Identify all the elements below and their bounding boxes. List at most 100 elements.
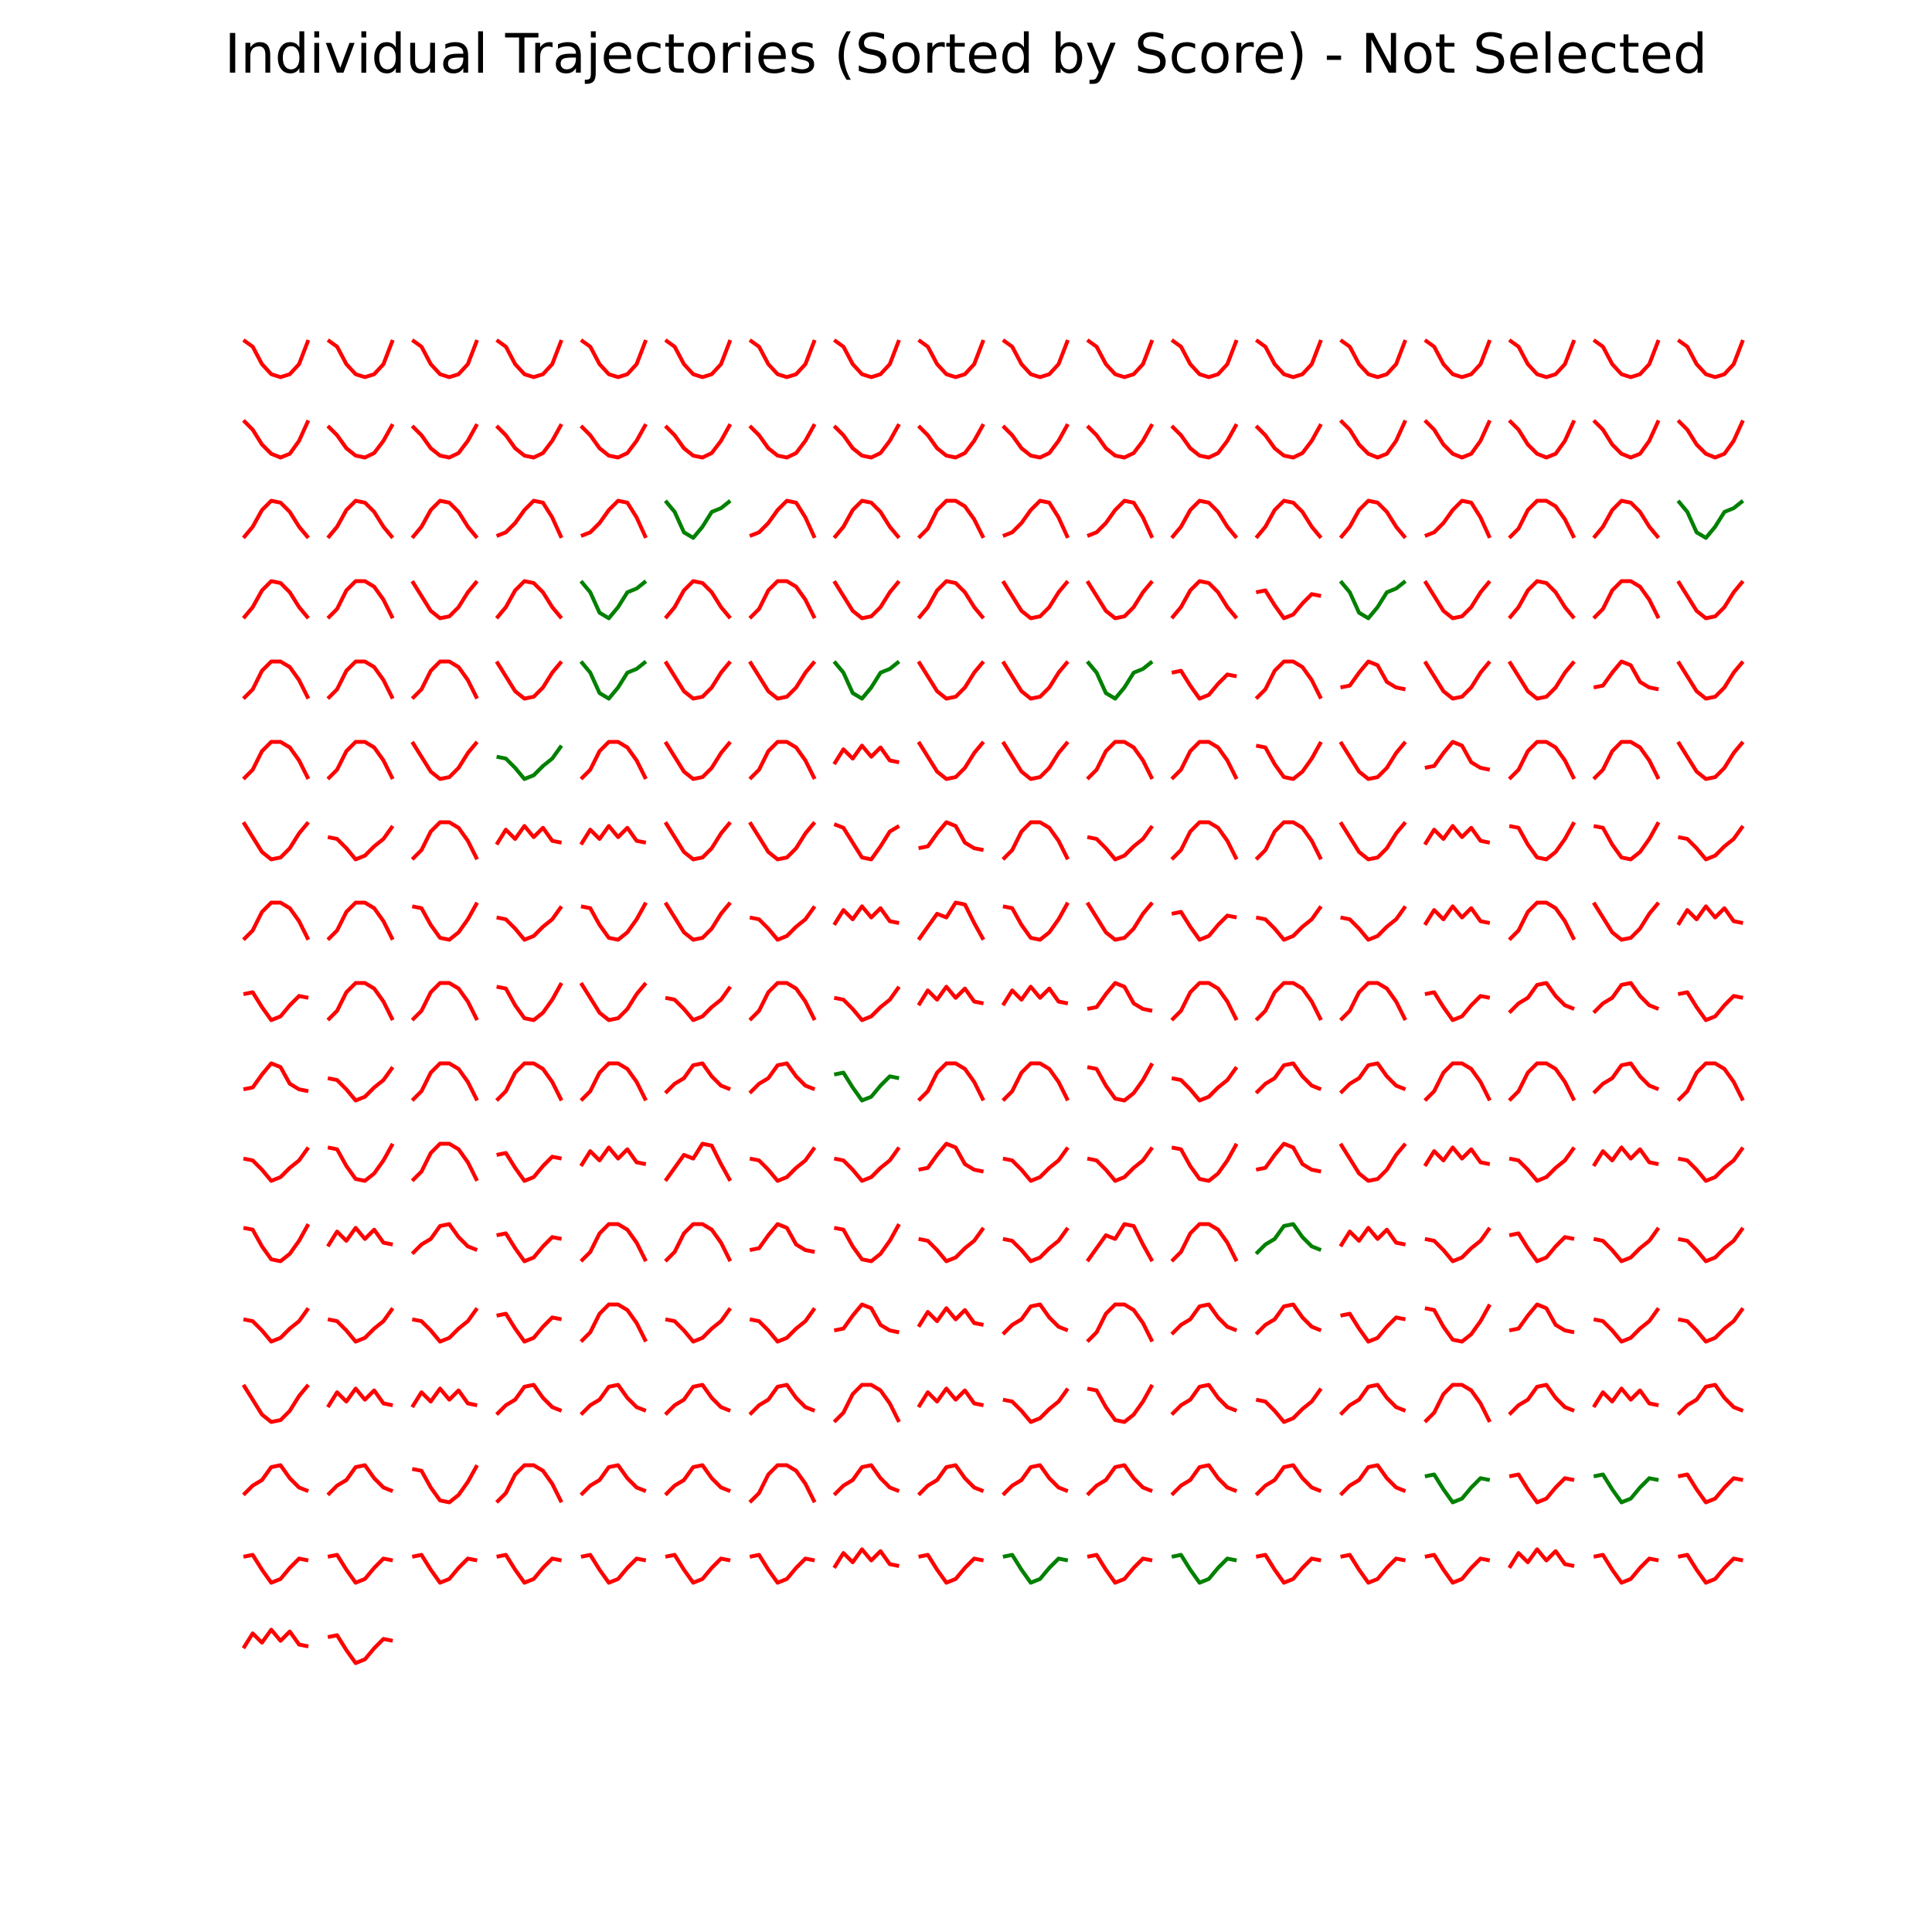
trajectory-line-258: [664, 1463, 731, 1497]
trajectory-line-195: [1423, 1145, 1491, 1168]
trajectory-line-16: [1508, 338, 1577, 379]
trajectory-line-81: [917, 660, 985, 701]
trajectory-line-21: [410, 423, 479, 460]
trajectory-line-178: [1508, 1061, 1577, 1102]
trajectory-line-27: [917, 423, 985, 460]
trajectory-line-277: [749, 1553, 815, 1585]
trajectory-line-162: [1677, 990, 1743, 1022]
trajectory-line-29: [1086, 423, 1155, 460]
trajectory-line-168: [664, 1061, 731, 1095]
trajectory-line-26: [832, 423, 901, 460]
trajectory-line-9: [917, 338, 985, 379]
trajectory-line-40: [495, 498, 563, 539]
trajectory-line-47: [1087, 498, 1155, 539]
trajectory-line-218: [327, 1307, 395, 1344]
trajectory-line-180: [1676, 1061, 1745, 1102]
trajectory-line-43: [749, 498, 817, 539]
trajectory-line-110: [327, 825, 395, 862]
trajectory-line-287: [1593, 1553, 1659, 1585]
trajectory-line-95: [580, 740, 648, 781]
trajectory-line-275: [580, 1553, 647, 1585]
trajectory-line-149: [579, 981, 648, 1022]
trajectory-line-17: [1592, 338, 1661, 379]
trajectory-line-159: [1424, 990, 1491, 1022]
trajectory-line-165: [410, 1061, 479, 1102]
trajectory-line-140: [1340, 905, 1407, 942]
trajectory-line-74: [326, 659, 395, 700]
trajectory-line-132: [663, 901, 732, 942]
trajectory-line-38: [326, 498, 395, 539]
trajectory-line-237: [410, 1386, 478, 1409]
trajectory-line-250: [1508, 1383, 1575, 1417]
trajectory-line-151: [748, 981, 817, 1022]
trajectory-line-187: [749, 1146, 817, 1183]
trajectory-line-226: [1002, 1302, 1069, 1336]
trajectory-line-211: [1254, 1222, 1322, 1256]
trajectory-line-56: [326, 579, 395, 620]
trajectory-line-150: [665, 985, 733, 1022]
trajectory-line-96: [663, 740, 732, 781]
trajectory-line-196: [1509, 1146, 1577, 1183]
trajectory-line-37: [242, 498, 310, 539]
trajectory-line-24: [664, 423, 733, 460]
trajectory-line-41: [580, 498, 648, 539]
trajectory-line-186: [663, 1141, 733, 1182]
trajectory-line-253: [242, 1463, 309, 1497]
trajectory-line-123: [1423, 824, 1491, 846]
trajectory-line-169: [748, 1061, 816, 1095]
trajectory-line-153: [917, 985, 985, 1007]
trajectory-line-161: [1592, 981, 1660, 1015]
trajectory-line-227: [1086, 1302, 1155, 1343]
trajectory-line-23: [580, 423, 648, 460]
trajectory-line-92: [326, 740, 395, 781]
trajectory-line-203: [580, 1222, 648, 1263]
trajectory-line-68: [1338, 580, 1407, 621]
trajectory-line-5: [580, 338, 648, 379]
trajectory-line-52: [1508, 498, 1577, 539]
trajectory-line-15: [1423, 338, 1492, 379]
trajectory-line-171: [917, 1061, 985, 1102]
trajectory-line-200: [326, 1226, 393, 1248]
trajectory-line-290: [327, 1633, 393, 1665]
trajectory-line-54: [1676, 499, 1744, 540]
trajectory-line-216: [1677, 1226, 1745, 1264]
trajectory-line-113: [579, 824, 647, 846]
trajectory-line-122: [1338, 821, 1407, 862]
trajectory-line-53: [1592, 498, 1661, 539]
trajectory-line-212: [1338, 1226, 1406, 1248]
trajectory-line-219: [411, 1307, 479, 1344]
trajectory-line-172: [1002, 1061, 1070, 1102]
trajectory-line-154: [1001, 985, 1069, 1007]
trajectory-line-60: [664, 579, 732, 620]
trajectory-line-103: [1255, 740, 1323, 781]
trajectory-line-20: [326, 423, 395, 460]
trajectory-line-2: [326, 338, 395, 379]
trajectory-line-202: [496, 1231, 563, 1264]
trajectory-line-106: [1508, 740, 1577, 781]
trajectory-line-63: [917, 579, 985, 620]
trajectory-line-4: [495, 338, 563, 379]
trajectory-line-136: [1002, 901, 1070, 942]
trajectory-line-120: [1170, 820, 1239, 861]
trajectory-line-145: [243, 990, 309, 1022]
trajectory-line-114: [663, 821, 732, 862]
trajectory-line-49: [1254, 498, 1323, 539]
trajectory-line-69: [1423, 580, 1492, 621]
trajectory-line-124: [1509, 821, 1577, 862]
trajectory-line-34: [1508, 419, 1577, 460]
trajectory-line-12: [1170, 338, 1239, 379]
trajectory-line-155: [1087, 981, 1153, 1013]
trajectory-line-267: [1424, 1472, 1491, 1505]
trajectory-line-282: [1171, 1553, 1237, 1585]
trajectory-line-243: [917, 1386, 985, 1409]
trajectory-line-269: [1593, 1472, 1659, 1505]
trajectory-line-148: [496, 981, 563, 1022]
trajectory-line-220: [496, 1311, 563, 1344]
trajectory-line-174: [1171, 1066, 1239, 1103]
trajectory-line-112: [495, 824, 563, 846]
trajectory-line-75: [410, 659, 479, 700]
trajectory-line-138: [1171, 910, 1237, 942]
trajectory-line-78: [663, 660, 732, 701]
trajectory-line-273: [411, 1553, 478, 1585]
